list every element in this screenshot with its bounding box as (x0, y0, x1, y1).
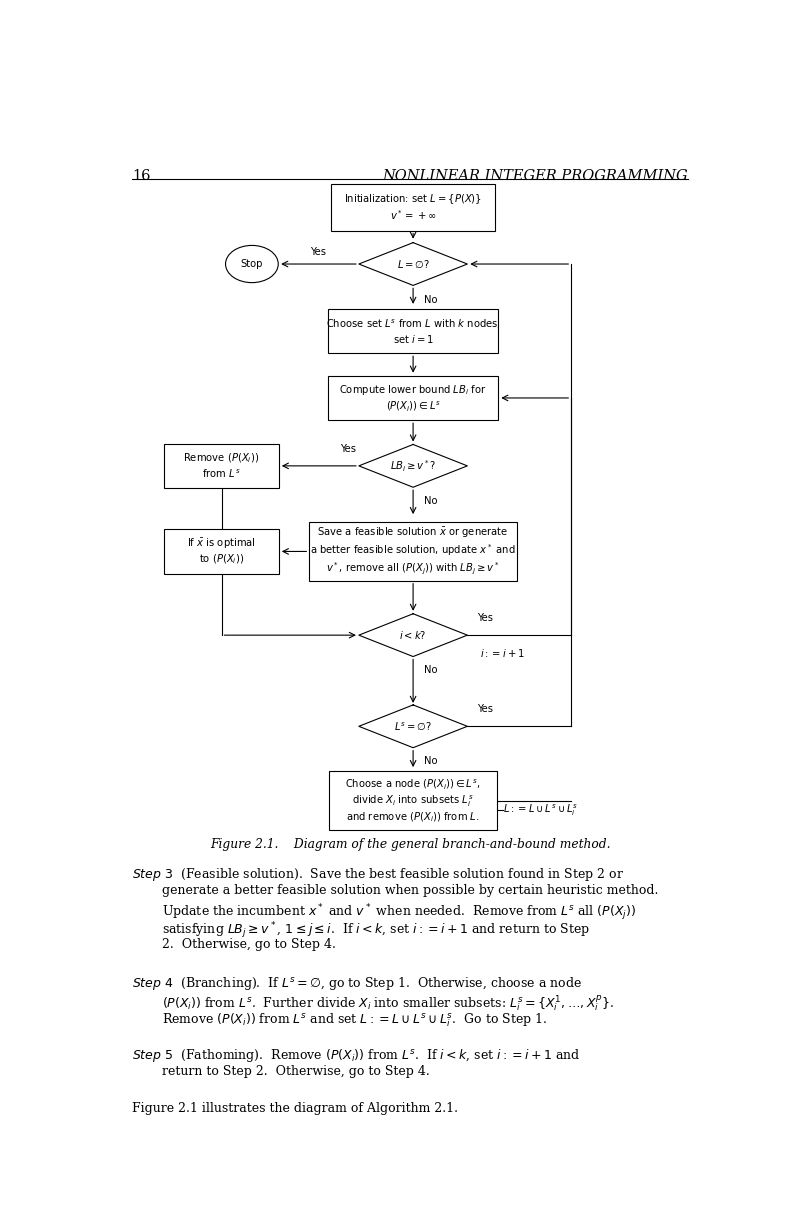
Text: Remove $(P(X_i))$
from $L^s$: Remove $(P(X_i))$ from $L^s$ (183, 452, 259, 480)
Text: No: No (424, 756, 438, 766)
FancyBboxPatch shape (331, 184, 495, 231)
Text: $\mathit{Step\ 3}$  (Feasible solution).  Save the best feasible solution found : $\mathit{Step\ 3}$ (Feasible solution). … (132, 866, 624, 883)
Text: Yes: Yes (477, 704, 493, 714)
Text: Update the incumbent $x^*$ and $v^*$ when needed.  Remove from $L^s$ all $(P(X_j: Update the incumbent $x^*$ and $v^*$ whe… (162, 902, 636, 923)
Text: Choose set $L^s$ from $L$ with $k$ nodes,
set $i = 1$: Choose set $L^s$ from $L$ with $k$ nodes… (326, 318, 501, 344)
FancyBboxPatch shape (164, 443, 279, 488)
Text: Figure 2.1 illustrates the diagram of Algorithm 2.1.: Figure 2.1 illustrates the diagram of Al… (132, 1102, 458, 1115)
Text: Choose a node $(P(X_i)) \in L^s$,
divide $X_i$ into subsets $L_i^s$
and remove $: Choose a node $(P(X_i)) \in L^s$, divide… (346, 777, 481, 824)
Text: No: No (424, 495, 438, 506)
FancyBboxPatch shape (328, 376, 498, 420)
Text: $i := i+1$: $i := i+1$ (480, 646, 525, 658)
Text: Remove $(P(X_i))$ from $L^s$ and set $L := L \cup L^s \cup L_i^s$.  Go to Step 1: Remove $(P(X_i))$ from $L^s$ and set $L … (162, 1011, 547, 1028)
Text: $\mathit{Step\ 4}$  (Branching).  If $L^s = \emptyset$, go to Step 1.  Otherwise: $\mathit{Step\ 4}$ (Branching). If $L^s … (132, 975, 582, 992)
Text: 16: 16 (132, 169, 150, 184)
Text: Compute lower bound $LB_i$ for
$(P(X_i)) \in L^s$: Compute lower bound $LB_i$ for $(P(X_i))… (339, 383, 487, 413)
Text: Figure 2.1.    Diagram of the general branch-and-bound method.: Figure 2.1. Diagram of the general branc… (210, 838, 610, 850)
Text: generate a better feasible solution when possible by certain heuristic method.: generate a better feasible solution when… (162, 884, 658, 898)
Text: $L^s = \emptyset$?: $L^s = \emptyset$? (394, 720, 432, 732)
Ellipse shape (226, 245, 278, 283)
Text: If $\bar{x}$ is optimal
to $(P(X_i))$: If $\bar{x}$ is optimal to $(P(X_i))$ (187, 536, 256, 567)
Text: Yes: Yes (310, 246, 326, 257)
Text: return to Step 2.  Otherwise, go to Step 4.: return to Step 2. Otherwise, go to Step … (162, 1065, 430, 1079)
FancyBboxPatch shape (164, 529, 279, 574)
Text: Yes: Yes (340, 443, 356, 454)
Text: NONLINEAR INTEGER PROGRAMMING: NONLINEAR INTEGER PROGRAMMING (382, 169, 688, 184)
Text: satisfying $LB_j \geq v^*$, $1 \leq j \leq i$.  If $i < k$, set $i := i+1$ and r: satisfying $LB_j \geq v^*$, $1 \leq j \l… (162, 920, 590, 941)
Text: No: No (424, 295, 438, 304)
Polygon shape (359, 445, 467, 487)
Text: Initialization: set $L = \{P(X)\}$
$v^* = +\infty$: Initialization: set $L = \{P(X)\}$ $v^* … (344, 192, 482, 222)
Polygon shape (359, 705, 467, 748)
Polygon shape (359, 614, 467, 657)
Text: 2.  Otherwise, go to Step 4.: 2. Otherwise, go to Step 4. (162, 939, 336, 952)
Polygon shape (359, 243, 467, 285)
Text: $L = \emptyset$?: $L = \emptyset$? (397, 259, 430, 271)
Text: No: No (424, 664, 438, 675)
Text: $LB_i \geq v^*$?: $LB_i \geq v^*$? (390, 458, 436, 474)
Text: $\mathit{Step\ 5}$  (Fathoming).  Remove $(P(X_i))$ from $L^s$.  If $i < k$, set: $\mathit{Step\ 5}$ (Fathoming). Remove $… (132, 1047, 581, 1064)
FancyBboxPatch shape (310, 522, 517, 581)
Text: $L := L \cup L^s \cup L_i^s$: $L := L \cup L^s \cup L_i^s$ (503, 802, 578, 818)
Text: $i < k$?: $i < k$? (399, 629, 427, 641)
Text: Save a feasible solution $\bar{x}$ or generate
a better feasible solution, updat: Save a feasible solution $\bar{x}$ or ge… (310, 527, 516, 576)
FancyBboxPatch shape (328, 309, 498, 353)
FancyBboxPatch shape (330, 772, 497, 830)
Text: $(P(X_i))$ from $L^s$.  Further divide $X_i$ into smaller subsets: $L_i^s = \{X_: $(P(X_i))$ from $L^s$. Further divide $X… (162, 993, 614, 1012)
Text: Stop: Stop (241, 259, 263, 269)
Text: Yes: Yes (477, 614, 493, 623)
